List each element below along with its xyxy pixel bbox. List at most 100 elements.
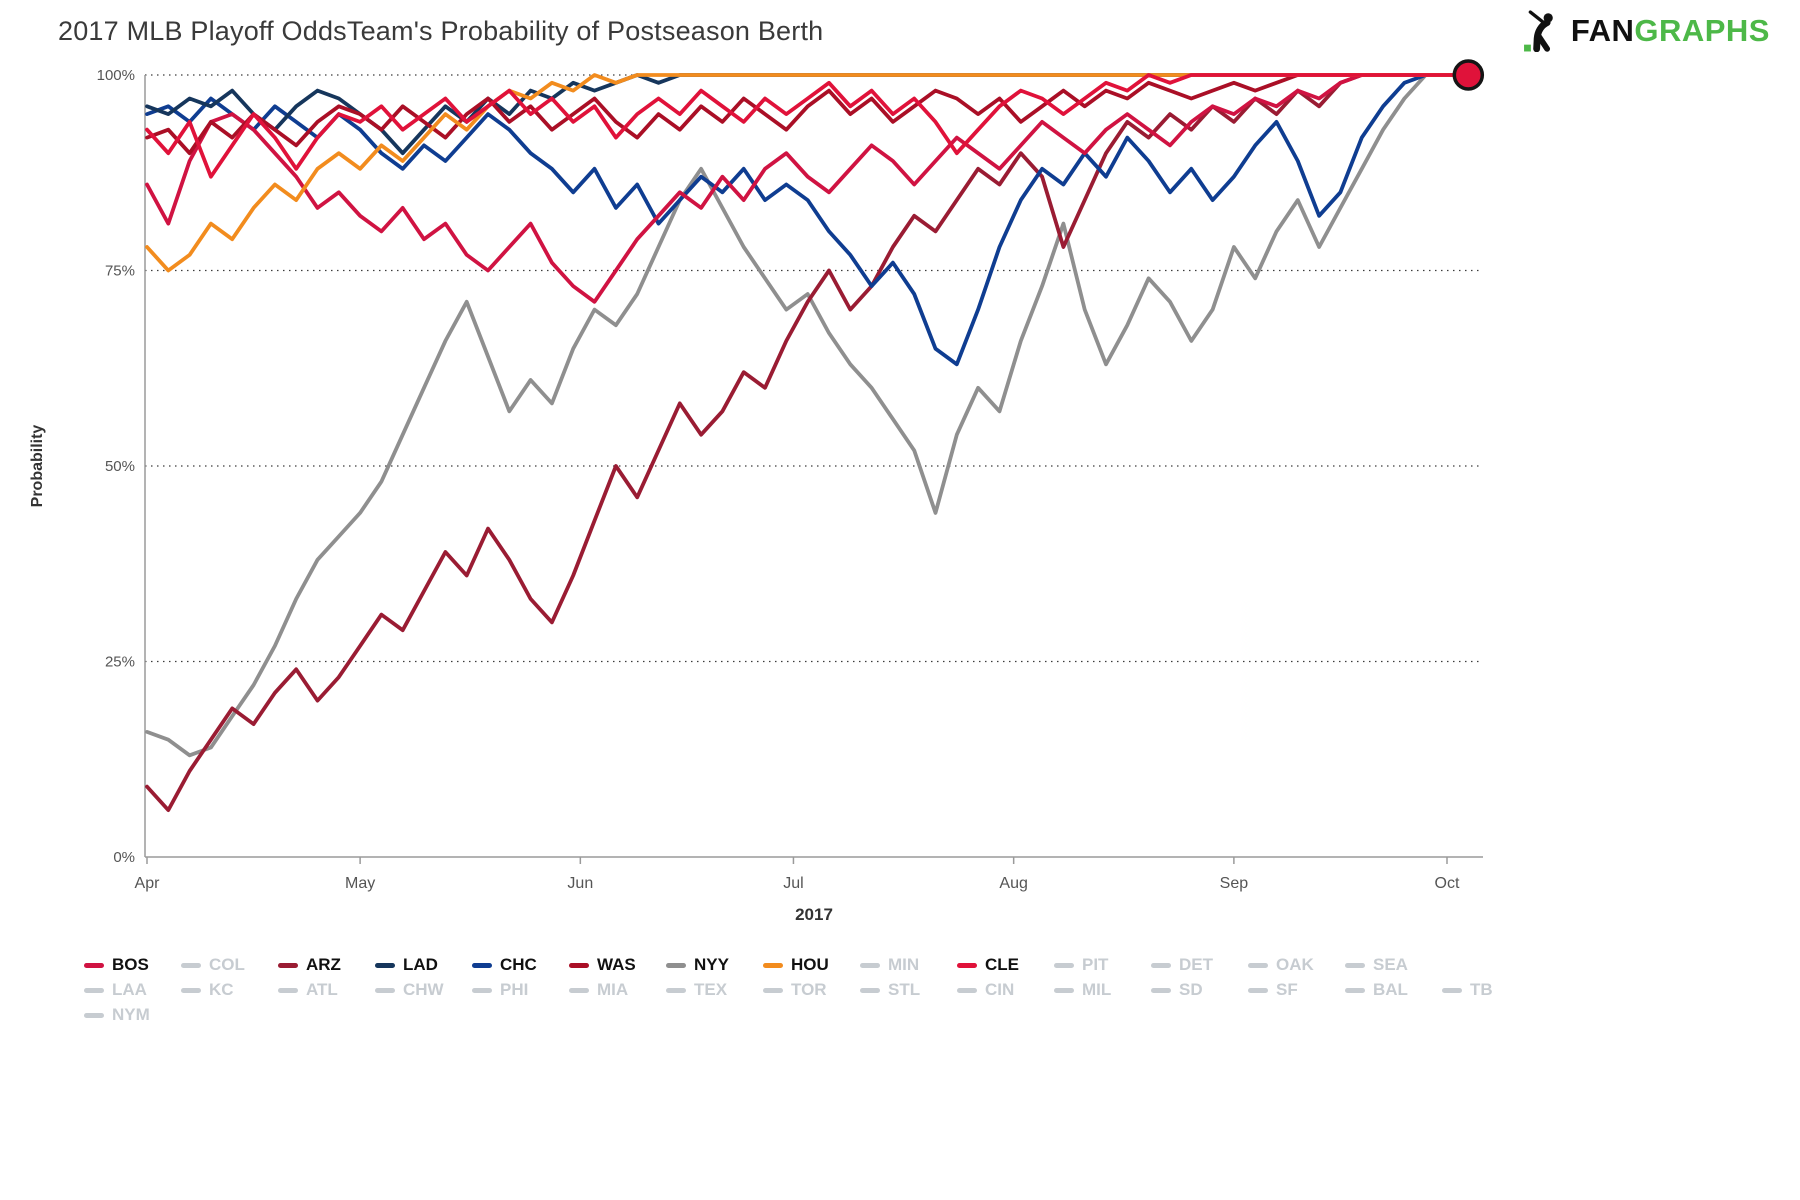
legend-label: MIL	[1082, 980, 1112, 999]
legend-swatch	[375, 962, 395, 968]
legend-swatch	[181, 987, 201, 993]
series-line-arz	[145, 73, 1471, 812]
legend-item-nyy[interactable]: NYY	[666, 955, 763, 975]
series-line-nyy	[145, 73, 1471, 758]
legend-label: NYY	[694, 955, 729, 974]
legend-label: WAS	[597, 955, 636, 974]
legend-swatch	[1248, 962, 1268, 968]
legend-label: PHI	[500, 980, 529, 999]
legend-item-mia[interactable]: MIA	[569, 980, 666, 1000]
legend-swatch	[860, 987, 880, 993]
legend-label: COL	[209, 955, 245, 974]
legend-item-phi[interactable]: PHI	[472, 980, 569, 1000]
logo-text-graphs: GRAPHS	[1634, 13, 1770, 48]
legend-label: ATL	[306, 980, 338, 999]
legend: BOS COL ARZ LAD CHC WAS NYY HOU MIN CLE PIT DET OAK S…	[84, 955, 1764, 1030]
legend-swatch	[1345, 987, 1365, 993]
legend-swatch	[278, 962, 298, 968]
legend-item-oak[interactable]: OAK	[1248, 955, 1345, 975]
x-tick-label: Aug	[999, 875, 1027, 892]
legend-item-det[interactable]: DET	[1151, 955, 1248, 975]
legend-item-hou[interactable]: HOU	[763, 955, 860, 975]
fangraphs-logo[interactable]: FANGRAPHS	[1523, 10, 1770, 52]
legend-item-chc[interactable]: CHC	[472, 955, 569, 975]
legend-label: STL	[888, 980, 921, 999]
legend-swatch	[569, 962, 589, 968]
legend-item-min[interactable]: MIN	[860, 955, 957, 975]
legend-item-stl[interactable]: STL	[860, 980, 957, 1000]
legend-item-kc[interactable]: KC	[181, 980, 278, 1000]
legend-item-pit[interactable]: PIT	[1054, 955, 1151, 975]
legend-swatch	[472, 987, 492, 993]
legend-item-sea[interactable]: SEA	[1345, 955, 1442, 975]
fangraphs-batter-icon	[1523, 10, 1553, 52]
series-line-was	[145, 73, 1471, 156]
legend-label: BAL	[1373, 980, 1408, 999]
legend-swatch	[375, 987, 395, 993]
legend-label: MIA	[597, 980, 629, 999]
legend-label: NYM	[112, 1005, 150, 1024]
legend-label: BOS	[112, 955, 149, 974]
legend-item-mil[interactable]: MIL	[1054, 980, 1151, 1000]
x-tick-label: Jul	[783, 875, 803, 892]
y-tick-label: 25%	[105, 654, 135, 671]
legend-swatch	[666, 987, 686, 993]
chart-title-main: 2017 MLB Playoff Odds	[58, 16, 347, 46]
legend-swatch	[1054, 962, 1074, 968]
legend-label: MIN	[888, 955, 920, 974]
legend-swatch	[666, 962, 686, 968]
legend-label: TB	[1470, 980, 1493, 999]
legend-label: CLE	[985, 955, 1019, 974]
legend-swatch	[278, 987, 298, 993]
chart-title-sub: Team's Probability of Postseason Berth	[346, 16, 824, 46]
legend-item-tor[interactable]: TOR	[763, 980, 860, 1000]
legend-swatch	[84, 1012, 104, 1018]
legend-item-was[interactable]: WAS	[569, 955, 666, 975]
legend-label: PIT	[1082, 955, 1109, 974]
legend-item-bos[interactable]: BOS	[84, 955, 181, 975]
legend-item-lad[interactable]: LAD	[375, 955, 472, 975]
series-line-chc	[145, 73, 1471, 367]
legend-label: ARZ	[306, 955, 341, 974]
legend-swatch	[1151, 962, 1171, 968]
legend-label: KC	[209, 980, 234, 999]
legend-row: NYM	[84, 1005, 1764, 1025]
y-tick-label: 100%	[97, 67, 135, 84]
legend-label: TEX	[694, 980, 728, 999]
legend-item-laa[interactable]: LAA	[84, 980, 181, 1000]
legend-item-tex[interactable]: TEX	[666, 980, 763, 1000]
legend-label: DET	[1179, 955, 1213, 974]
legend-swatch	[957, 962, 977, 968]
legend-swatch	[84, 962, 104, 968]
legend-row: BOS COL ARZ LAD CHC WAS NYY HOU MIN CLE PIT DET OAK S…	[84, 955, 1764, 975]
legend-item-col[interactable]: COL	[181, 955, 278, 975]
legend-item-sd[interactable]: SD	[1151, 980, 1248, 1000]
legend-label: OAK	[1276, 955, 1314, 974]
legend-swatch	[84, 987, 104, 993]
page-title: 2017 MLB Playoff OddsTeam's Probability …	[58, 16, 823, 47]
playoff-odds-chart: 0% 25% 50% 75% 100% Apr May Jun Jul Aug Sep Oct 2017	[97, 59, 1485, 924]
x-tick-label: Sep	[1220, 875, 1249, 892]
legend-label: LAA	[112, 980, 147, 999]
legend-item-cin[interactable]: CIN	[957, 980, 1054, 1000]
series-endpoint-marker-cle[interactable]	[1452, 59, 1485, 91]
legend-item-arz[interactable]: ARZ	[278, 955, 375, 975]
legend-label: SF	[1276, 980, 1298, 999]
legend-item-bal[interactable]: BAL	[1345, 980, 1442, 1000]
x-tick-label: May	[345, 875, 375, 892]
legend-item-cle[interactable]: CLE	[957, 955, 1054, 975]
legend-item-chw[interactable]: CHW	[375, 980, 472, 1000]
x-tick-label: Oct	[1435, 875, 1460, 892]
legend-item-sf[interactable]: SF	[1248, 980, 1345, 1000]
legend-swatch	[860, 962, 880, 968]
legend-item-atl[interactable]: ATL	[278, 980, 375, 1000]
legend-swatch	[763, 962, 783, 968]
x-tick-label: Jun	[567, 875, 593, 892]
y-tick-label: 75%	[105, 263, 135, 280]
legend-item-nym[interactable]: NYM	[84, 1005, 181, 1025]
legend-label: HOU	[791, 955, 829, 974]
legend-label: CHC	[500, 955, 537, 974]
legend-item-tb[interactable]: TB	[1442, 980, 1539, 1000]
series-line-cle	[145, 73, 1471, 179]
legend-swatch	[957, 987, 977, 993]
